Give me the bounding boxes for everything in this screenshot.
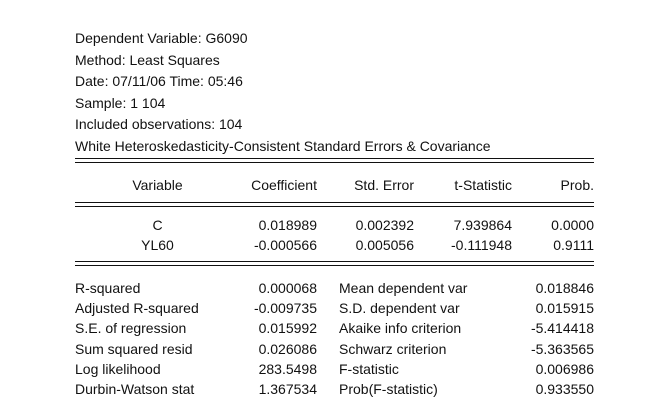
t-statistic-value: -0.111948 [451, 237, 512, 253]
std-error-value: 0.002392 [355, 217, 414, 233]
stat-label: Mean dependent var [339, 280, 468, 296]
stat-value: 0.015992 [258, 320, 317, 336]
coefficient-value: -0.000566 [253, 237, 317, 253]
stat-label: Durbin-Watson stat [75, 381, 195, 397]
table-row: YL60 -0.000566 0.005056 -0.111948 0.9111 [75, 235, 594, 255]
table-row: C 0.018989 0.002392 7.939864 0.0000 [75, 215, 594, 235]
stat-label: S.D. dependent var [339, 300, 460, 316]
stat-value: 0.026086 [258, 341, 317, 357]
prob-value: 0.0000 [551, 217, 594, 233]
col-coefficient-header: Coefficient [251, 177, 317, 193]
stat-value: 1.367534 [258, 381, 317, 397]
stat-label: Akaike info criterion [339, 320, 462, 336]
observations-line: Included observations: 104 [75, 116, 243, 133]
stat-value: -5.414418 [530, 320, 594, 336]
stats-row: Adjusted R-squared -0.009735 S.D. depend… [75, 298, 594, 318]
stat-value: 0.018846 [535, 280, 594, 296]
col-t-statistic-header: t-Statistic [454, 177, 512, 193]
stats-row: S.E. of regression 0.015992 Akaike info … [75, 318, 594, 338]
date-time-line: Date: 07/11/06 Time: 05:46 [75, 73, 243, 90]
standard-errors-line: White Heteroskedasticity-Consistent Stan… [75, 137, 491, 154]
coefficient-value: 0.018989 [258, 217, 317, 233]
stat-value: 0.015915 [535, 300, 594, 316]
stat-value: 0.006986 [535, 361, 594, 377]
regression-header: Dependent Variable: G6090 Method: Least … [75, 28, 491, 158]
stats-row: Sum squared resid 0.026086 Schwarz crite… [75, 339, 594, 359]
coef-table-header: Variable Coefficient Std. Error t-Statis… [75, 175, 594, 195]
stats-row: Log likelihood 283.5498 F-statistic 0.00… [75, 359, 594, 379]
stat-label: Schwarz criterion [339, 341, 447, 357]
col-variable-header: Variable [132, 177, 183, 193]
sample-line: Sample: 1 104 [75, 94, 166, 111]
col-std-error-header: Std. Error [354, 177, 414, 193]
stat-label: F-statistic [339, 361, 399, 377]
variable-name: YL60 [141, 237, 174, 253]
stat-value: -0.009735 [253, 300, 317, 316]
stat-label: R-squared [75, 280, 141, 296]
method-line: Method: Least Squares [75, 51, 220, 68]
stat-value: 0.000068 [258, 280, 317, 296]
stat-label: Sum squared resid [75, 341, 193, 357]
stats-double-rule [75, 261, 594, 266]
stat-label: Adjusted R-squared [75, 300, 199, 316]
stat-value: 283.5498 [258, 361, 317, 377]
top-double-rule [75, 158, 594, 163]
prob-value: 0.9111 [553, 237, 594, 253]
stats-row: R-squared 0.000068 Mean dependent var 0.… [75, 278, 594, 298]
stat-label: Prob(F-statistic) [339, 381, 438, 397]
dependent-variable-line: Dependent Variable: G6090 [75, 30, 248, 46]
col-prob-header: Prob. [560, 177, 594, 193]
stat-label: Log likelihood [75, 361, 161, 377]
std-error-value: 0.005056 [355, 237, 414, 253]
header-double-rule [75, 202, 594, 207]
t-statistic-value: 7.939864 [453, 217, 512, 233]
stat-label: S.E. of regression [75, 320, 187, 336]
stat-value: -5.363565 [530, 341, 594, 357]
variable-name: C [152, 217, 163, 233]
stats-row: Durbin-Watson stat 1.367534 Prob(F-stati… [75, 379, 594, 399]
stat-value: 0.933550 [535, 381, 594, 397]
